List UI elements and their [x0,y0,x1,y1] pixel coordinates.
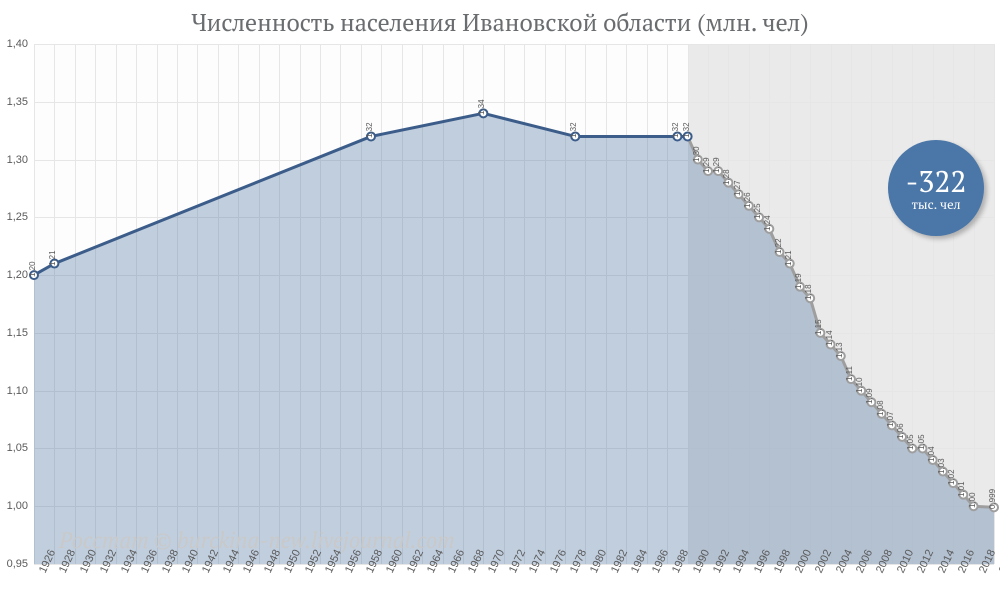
data-point-label: 1,24 [763,215,772,231]
summary-badge-value: -322 [906,166,967,196]
y-axis-tick-label: 1,10 [0,385,28,397]
data-point-label: 1,22 [774,238,783,254]
data-point-label: 1,29 [702,158,711,174]
data-point-label: 1,25 [753,204,762,220]
chart-svg [34,44,994,564]
data-point-label: 1,34 [477,100,486,116]
data-point-label: 1,11 [845,366,854,381]
data-point-label: 1,32 [671,123,680,139]
data-point-label: 1,27 [733,181,742,197]
y-axis-tick-label: 1,00 [0,500,28,512]
data-point-label: 1,15 [814,319,823,335]
y-axis-tick-label: 1,20 [0,269,28,281]
data-point-label: 1,20 [28,262,37,278]
data-point-label: 1,06 [896,423,905,439]
data-point-label: 1,08 [876,400,885,416]
y-axis-tick-label: 1,15 [0,327,28,339]
chart-title: Численность населения Ивановской области… [0,6,1000,38]
data-point-label: 1,14 [825,331,834,347]
data-point-label: 1,26 [743,192,752,208]
y-axis-tick-label: 1,30 [0,154,28,166]
area-fill [34,113,994,564]
y-axis-tick-label: 1,05 [0,442,28,454]
data-point-label: 1,05 [917,435,926,451]
y-axis-tick-label: 0,95 [0,558,28,570]
summary-badge: -322 тыс. чел [888,140,984,236]
chart-container: Численность населения Ивановской области… [0,0,1000,605]
data-point-label: 1,07 [886,412,895,428]
grid-line-vertical [994,44,995,564]
data-point-label: 1,13 [835,342,844,358]
data-point-label: 1,32 [682,123,691,139]
data-point-label: 1,32 [569,123,578,139]
data-point-label: 1,04 [927,446,936,462]
data-point-label: 0,999 [988,489,997,509]
data-point-label: 1,21 [784,250,793,266]
data-point-label: 1,10 [855,377,864,393]
y-axis-tick-label: 1,25 [0,211,28,223]
chart-plot-area [34,44,994,564]
data-point-label: 1,00 [968,493,977,509]
data-point-label: 1,02 [947,470,956,486]
data-point-label: 1,28 [722,169,731,185]
data-point-label: 1,32 [365,123,374,139]
data-point-label: 1,29 [712,158,721,174]
data-point-label: 1,05 [906,435,915,451]
data-point-label: 1,19 [794,273,803,289]
data-point-label: 1,01 [957,481,966,497]
data-point-label: 1,30 [692,146,701,162]
data-point-label: 1,21 [48,250,57,266]
data-point-label: 1,03 [937,458,946,474]
y-axis-tick-label: 1,40 [0,38,28,50]
summary-badge-unit: тыс. чел [911,198,960,211]
y-axis-tick-label: 1,35 [0,96,28,108]
data-point-label: 1,09 [865,389,874,405]
data-point-label: 1,18 [804,285,813,301]
